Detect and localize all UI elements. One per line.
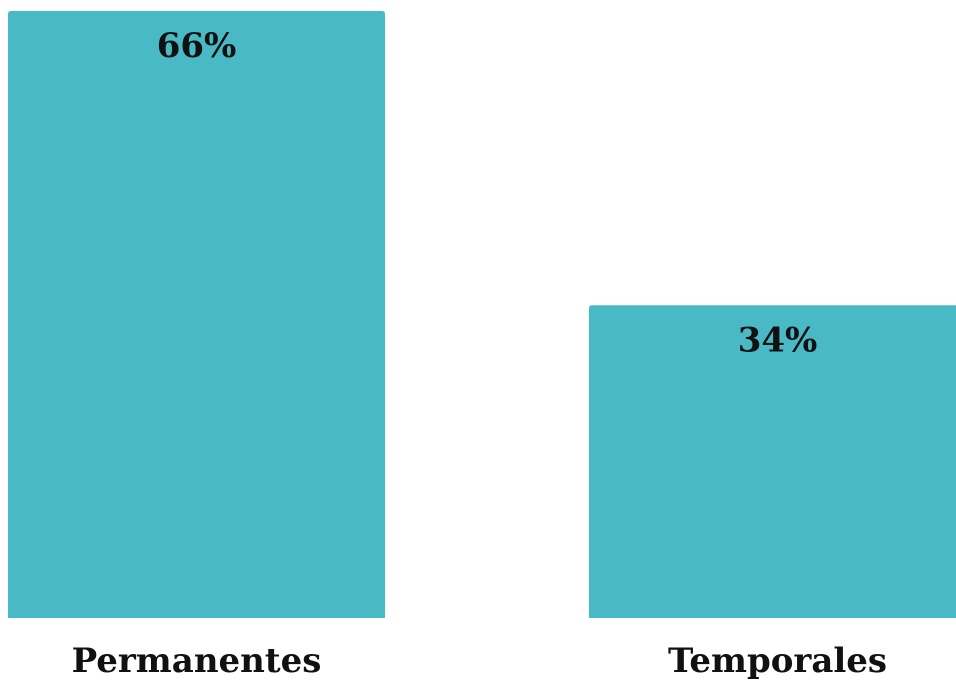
bar-temporales bbox=[589, 305, 956, 618]
category-label-temporales: Temporales bbox=[668, 641, 887, 679]
value-label-temporales: 34% bbox=[738, 320, 818, 360]
bar-permanentes bbox=[8, 11, 385, 618]
category-label-permanentes: Permanentes bbox=[72, 641, 322, 679]
value-label-permanentes: 66% bbox=[157, 26, 237, 66]
